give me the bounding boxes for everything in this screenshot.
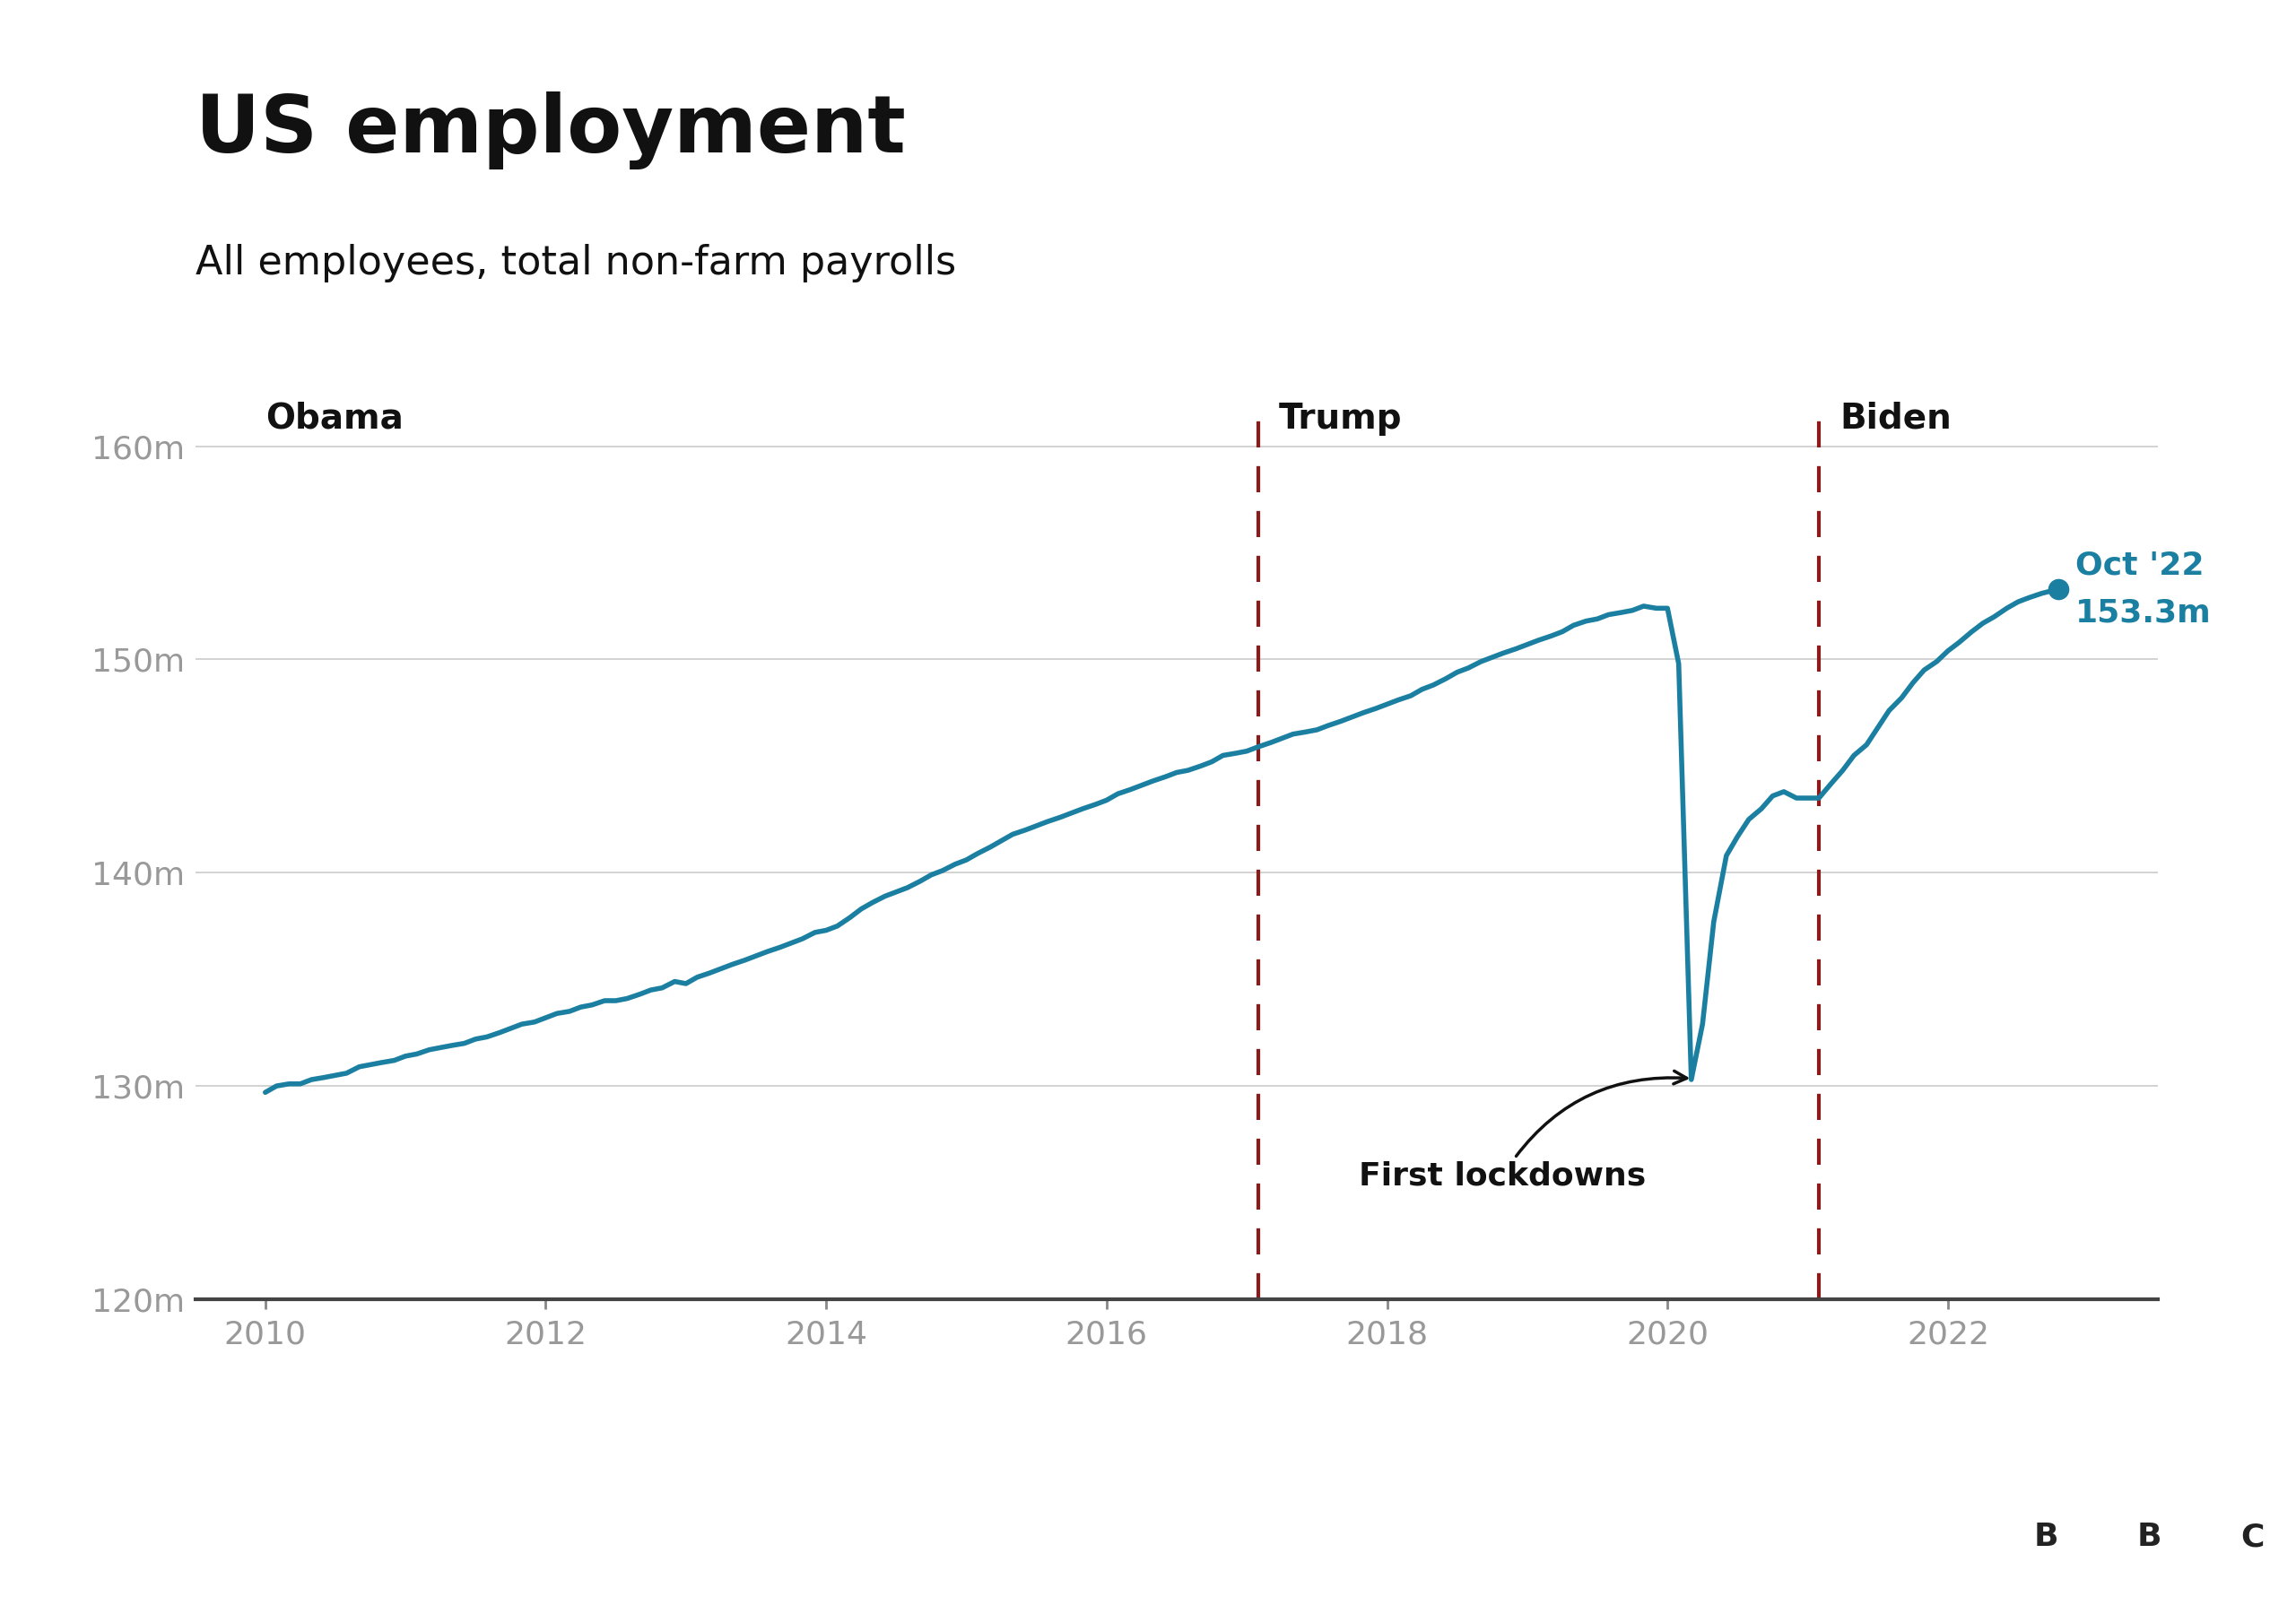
Text: Source: US Bureau of Labor Statistics: Source: US Bureau of Labor Statistics [41, 1522, 645, 1553]
Text: 153.3m: 153.3m [2076, 597, 2211, 628]
FancyBboxPatch shape [2105, 1490, 2193, 1585]
Text: First lockdowns: First lockdowns [1359, 1072, 1688, 1191]
FancyBboxPatch shape [2209, 1490, 2296, 1585]
Text: C: C [2241, 1522, 2264, 1553]
Text: B: B [2034, 1522, 2057, 1553]
Text: Oct '22: Oct '22 [2076, 550, 2204, 581]
Text: Trump: Trump [1279, 402, 1403, 436]
Text: Biden: Biden [1839, 402, 1952, 436]
Text: All employees, total non-farm payrolls: All employees, total non-farm payrolls [195, 244, 955, 282]
FancyBboxPatch shape [2002, 1490, 2089, 1585]
Text: Obama: Obama [266, 402, 404, 436]
Text: US employment: US employment [195, 92, 905, 169]
Text: B: B [2138, 1522, 2161, 1553]
